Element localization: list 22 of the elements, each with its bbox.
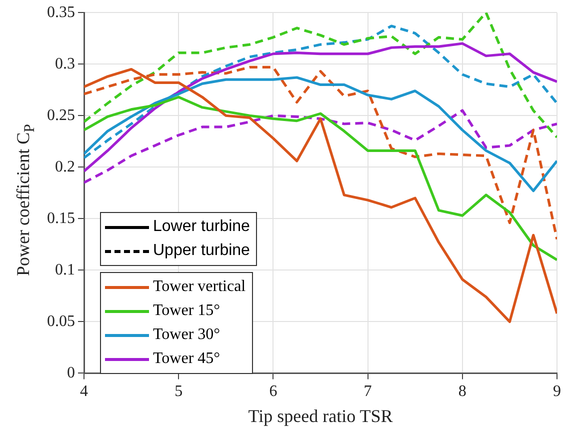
x-tick-label: 5 (174, 383, 183, 400)
x-tick-label: 9 (553, 383, 561, 400)
legend-label: Tower 15° (153, 302, 220, 320)
x-axis-title: Tip speed ratio TSR (248, 406, 393, 426)
legend-label: Lower turbine (153, 218, 250, 236)
y-tick-label: 0.35 (47, 4, 75, 21)
y-tick-label: 0.3 (55, 55, 75, 72)
legend-label: Upper turbine (153, 242, 250, 260)
y-tick-label: 0.1 (55, 261, 75, 278)
y-tick-label: 0.05 (47, 312, 75, 330)
y-tick-label: 0.25 (47, 106, 75, 124)
y-tick-label: 0.15 (47, 210, 75, 227)
x-tick-label: 6 (269, 383, 278, 400)
legend-label: Tower 45° (153, 350, 220, 368)
x-tick-label: 4 (80, 383, 88, 400)
line-series (84, 109, 557, 184)
legend-label: Tower vertical (153, 278, 246, 296)
x-tick-label: 8 (458, 383, 466, 400)
x-tick-label: 7 (364, 383, 372, 400)
y-tick-label: 0.2 (55, 158, 75, 176)
y-tick-label: 0 (67, 364, 75, 382)
legend-label: Tower 30° (153, 326, 220, 344)
